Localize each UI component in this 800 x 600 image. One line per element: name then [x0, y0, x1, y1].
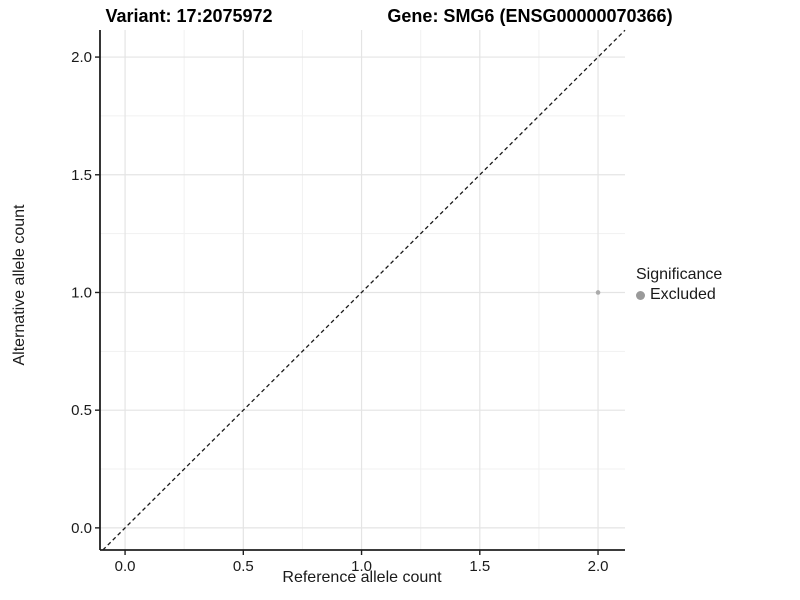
y-tick-label: 0.5	[71, 402, 92, 419]
plot-title-gene: Gene: SMG6 (ENSG00000070366)	[387, 6, 673, 26]
x-tick-label: 0.5	[233, 558, 254, 575]
x-axis-title: Reference allele count	[282, 569, 442, 586]
legend-item: Excluded	[636, 286, 722, 304]
x-tick-label: 1.0	[351, 558, 372, 575]
x-tick-label: 2.0	[588, 558, 609, 575]
legend-item-label: Excluded	[650, 286, 716, 303]
x-tick-label: 1.5	[469, 558, 490, 575]
legend-point-icon	[636, 290, 645, 300]
legend: Significance Excluded	[636, 266, 722, 304]
y-tick-label: 0.0	[71, 520, 92, 537]
y-tick-label: 2.0	[71, 49, 92, 66]
legend-title: Significance	[636, 266, 723, 283]
x-tick-label: 0.0	[115, 558, 136, 575]
y-axis-title: Alternative allele count	[11, 204, 28, 366]
plot-title-variant: Variant: 17:2075972	[105, 6, 273, 26]
y-tick-label: 1.5	[71, 167, 92, 184]
y-tick-label: 1.0	[71, 284, 92, 301]
identity-line	[102, 29, 626, 551]
data-point	[595, 290, 601, 295]
